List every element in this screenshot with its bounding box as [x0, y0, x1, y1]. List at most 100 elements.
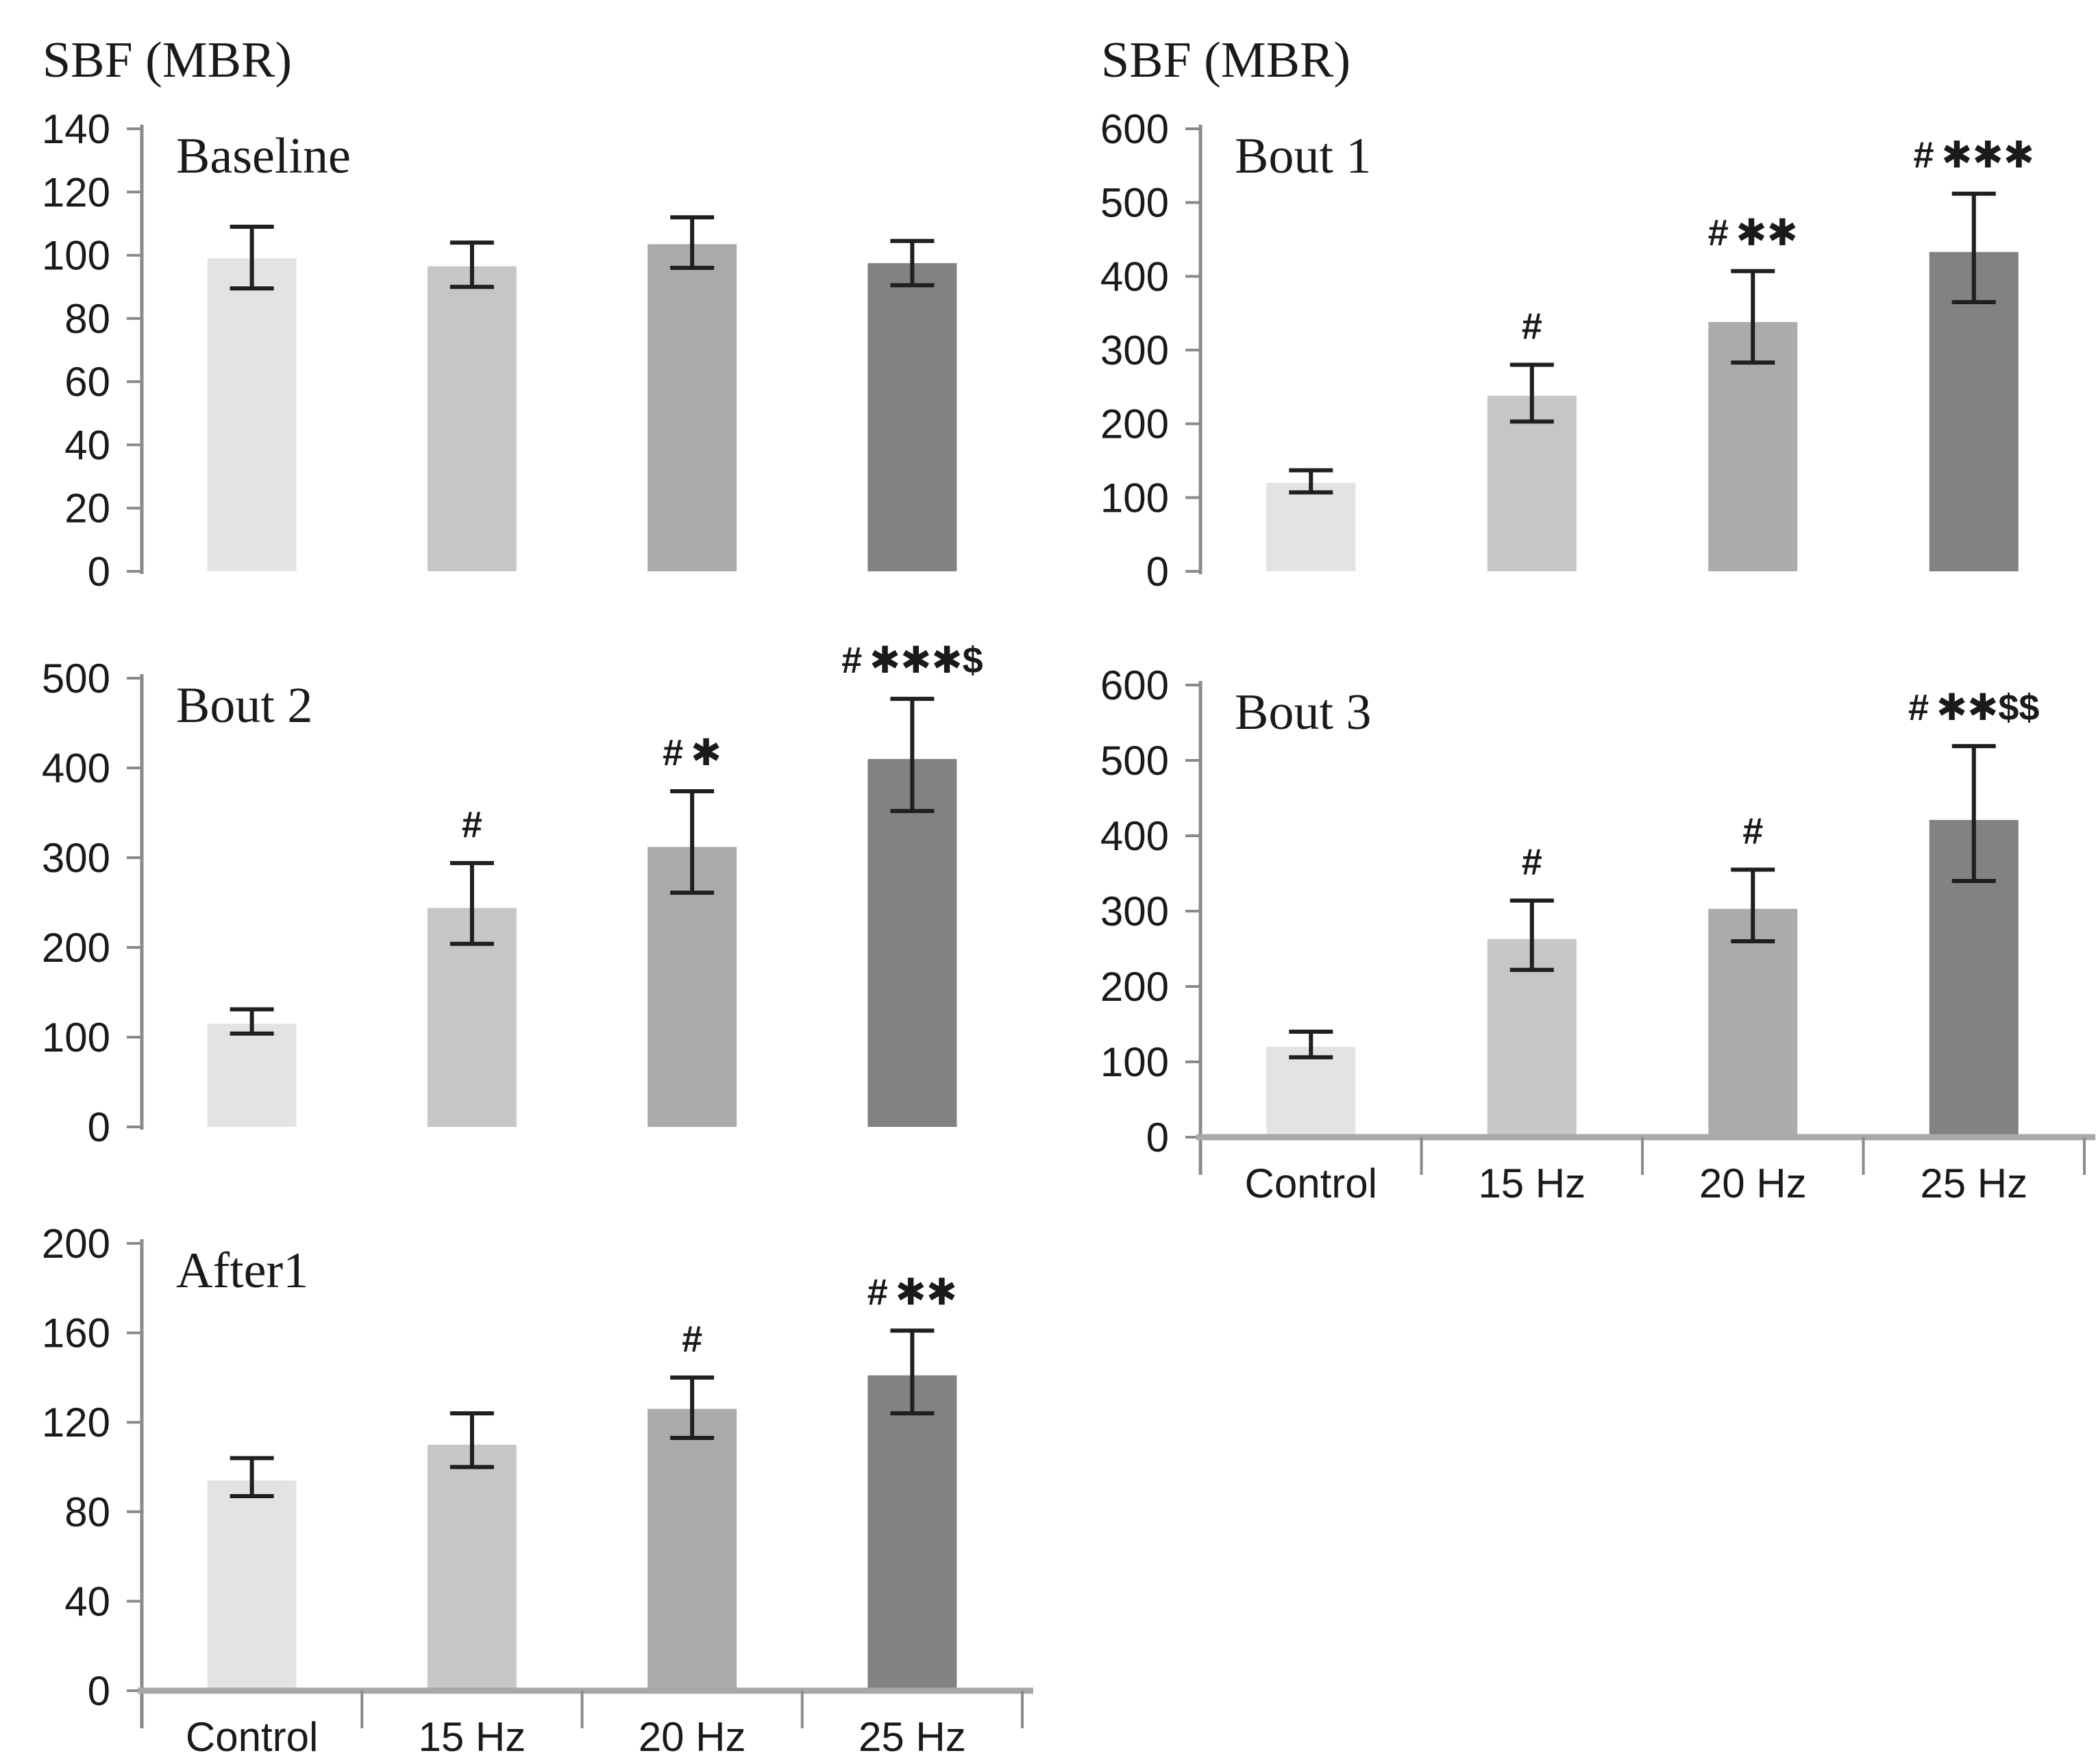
- y-tick-label: 80: [64, 1489, 110, 1535]
- y-tick-label: 80: [64, 296, 110, 342]
- error-bar-control: [1289, 1030, 1333, 1060]
- error-bar-control: [230, 225, 274, 291]
- x-label-25-hz: 25 Hz: [859, 1714, 966, 1760]
- y-tick-label: 140: [42, 106, 110, 152]
- bar-25-hz: [1929, 251, 2019, 571]
- y-tick-label: 0: [88, 549, 110, 595]
- y-axis-title: SBF (MBR): [42, 32, 292, 88]
- error-bar-20-hz: [1731, 867, 1775, 943]
- bar-15-hz: [1487, 939, 1577, 1137]
- error-bar-25-hz: [1951, 744, 1996, 883]
- significance-15-hz: #: [1522, 306, 1542, 347]
- y-tick-label: 100: [42, 233, 110, 279]
- y-tick-label: 200: [42, 1221, 110, 1267]
- x-label-25-hz: 25 Hz: [1920, 1160, 2027, 1206]
- bar-15-hz: [427, 266, 517, 571]
- error-bar-control: [1289, 468, 1333, 495]
- y-tick-label: 0: [1146, 1115, 1169, 1160]
- bar-25-hz: [867, 758, 957, 1127]
- error-bar-15-hz: [449, 860, 494, 946]
- y-tick-label: 0: [1146, 549, 1169, 595]
- chart-title: Bout 2: [176, 678, 312, 734]
- significance-25-hz: # ✱✱$$: [1908, 687, 2039, 728]
- error-bar-control: [230, 1456, 274, 1498]
- chart-title: Bout 3: [1235, 684, 1371, 741]
- bar-20-hz: [648, 1408, 737, 1691]
- bar-control: [207, 1023, 297, 1127]
- y-tick-label: 500: [1100, 180, 1169, 226]
- chart-title: Baseline: [176, 128, 351, 184]
- significance-15-hz: #: [1522, 842, 1542, 883]
- bar-25-hz: [867, 1375, 957, 1691]
- y-tick-label: 200: [42, 925, 110, 971]
- y-tick-label: 0: [88, 1668, 110, 1714]
- bar-25-hz: [867, 263, 957, 571]
- y-tick-label: 500: [42, 656, 110, 701]
- error-bar-15-hz: [449, 1411, 494, 1469]
- x-label-15-hz: 15 Hz: [419, 1714, 526, 1760]
- y-tick-label: 300: [1100, 327, 1169, 373]
- y-tick-label: 40: [64, 422, 110, 468]
- error-bar-15-hz: [1509, 898, 1554, 972]
- significance-25-hz: # ✱✱✱$: [841, 640, 983, 681]
- significance-20-hz: # ✱✱: [1708, 212, 1798, 253]
- y-tick-label: 160: [42, 1310, 110, 1356]
- bar-15-hz: [1487, 395, 1577, 571]
- chart-title: Bout 1: [1235, 128, 1371, 184]
- y-tick-label: 600: [1100, 662, 1169, 708]
- bar-20-hz: [648, 244, 737, 571]
- y-tick-label: 400: [1100, 813, 1169, 859]
- chart-title: After1: [176, 1243, 308, 1299]
- significance-15-hz: #: [462, 804, 482, 845]
- y-tick-label: 200: [1100, 964, 1169, 1010]
- bar-control: [207, 258, 297, 571]
- significance-20-hz: #: [1742, 811, 1763, 852]
- error-bar-15-hz: [1509, 362, 1554, 424]
- y-axis-title: SBF (MBR): [1101, 32, 1351, 88]
- y-tick-label: 400: [1100, 253, 1169, 299]
- bar-15-hz: [427, 1444, 517, 1691]
- error-bar-15-hz: [449, 240, 494, 289]
- y-tick-label: 120: [42, 169, 110, 215]
- chart-baseline: SBF (MBR) Baseline 0 20 40 60 80 100 120 140: [42, 32, 957, 595]
- error-bar-control: [230, 1007, 274, 1036]
- y-tick-label: 40: [64, 1578, 110, 1624]
- bar-control: [207, 1480, 297, 1691]
- error-bar-25-hz: [1951, 191, 1996, 305]
- x-label-15-hz: 15 Hz: [1478, 1160, 1586, 1206]
- y-tick-label: 100: [1100, 475, 1169, 521]
- error-bar-25-hz: [890, 697, 935, 813]
- y-tick-label: 20: [64, 486, 110, 532]
- chart-after1: After1 0 40 80 120 160 200 Control 15 Hz #20 Hz # …: [42, 1221, 1033, 1760]
- x-label-20-hz: 20 Hz: [1699, 1160, 1807, 1206]
- error-bar-20-hz: [670, 789, 715, 895]
- bar-20-hz: [1708, 908, 1798, 1137]
- error-bar-25-hz: [890, 238, 935, 288]
- x-label-control: Control: [1245, 1160, 1377, 1206]
- significance-20-hz: #: [682, 1319, 702, 1360]
- y-tick-label: 120: [42, 1400, 110, 1445]
- y-tick-label: 600: [1100, 106, 1169, 152]
- x-label-20-hz: 20 Hz: [639, 1714, 746, 1760]
- error-bar-20-hz: [670, 1375, 715, 1441]
- y-tick-label: 100: [1100, 1039, 1169, 1085]
- significance-25-hz: # ✱✱: [867, 1271, 957, 1313]
- y-tick-label: 100: [42, 1015, 110, 1060]
- significance-20-hz: # ✱: [663, 732, 722, 773]
- chart-bout-1: SBF (MBR) Bout 1 0 100 200 300 400 500 600 # # ✱✱ #…: [1100, 32, 2034, 595]
- y-tick-label: 300: [1100, 889, 1169, 934]
- chart-bout-3: Bout 3 0 100 200 300 400 500 600 Control #15 Hz #2…: [1100, 662, 2095, 1206]
- error-bar-20-hz: [1731, 269, 1775, 365]
- error-bar-20-hz: [670, 215, 715, 271]
- chart-bout-2: Bout 2 0 100 200 300 400 500 # # ✱ # ✱✱✱$: [42, 640, 983, 1150]
- bar-control: [1266, 482, 1356, 571]
- y-tick-label: 500: [1100, 738, 1169, 784]
- error-bar-25-hz: [890, 1328, 935, 1416]
- y-tick-label: 60: [64, 359, 110, 405]
- y-tick-label: 300: [42, 835, 110, 881]
- y-tick-label: 0: [88, 1104, 110, 1150]
- y-tick-label: 200: [1100, 401, 1169, 447]
- y-tick-label: 400: [42, 745, 110, 791]
